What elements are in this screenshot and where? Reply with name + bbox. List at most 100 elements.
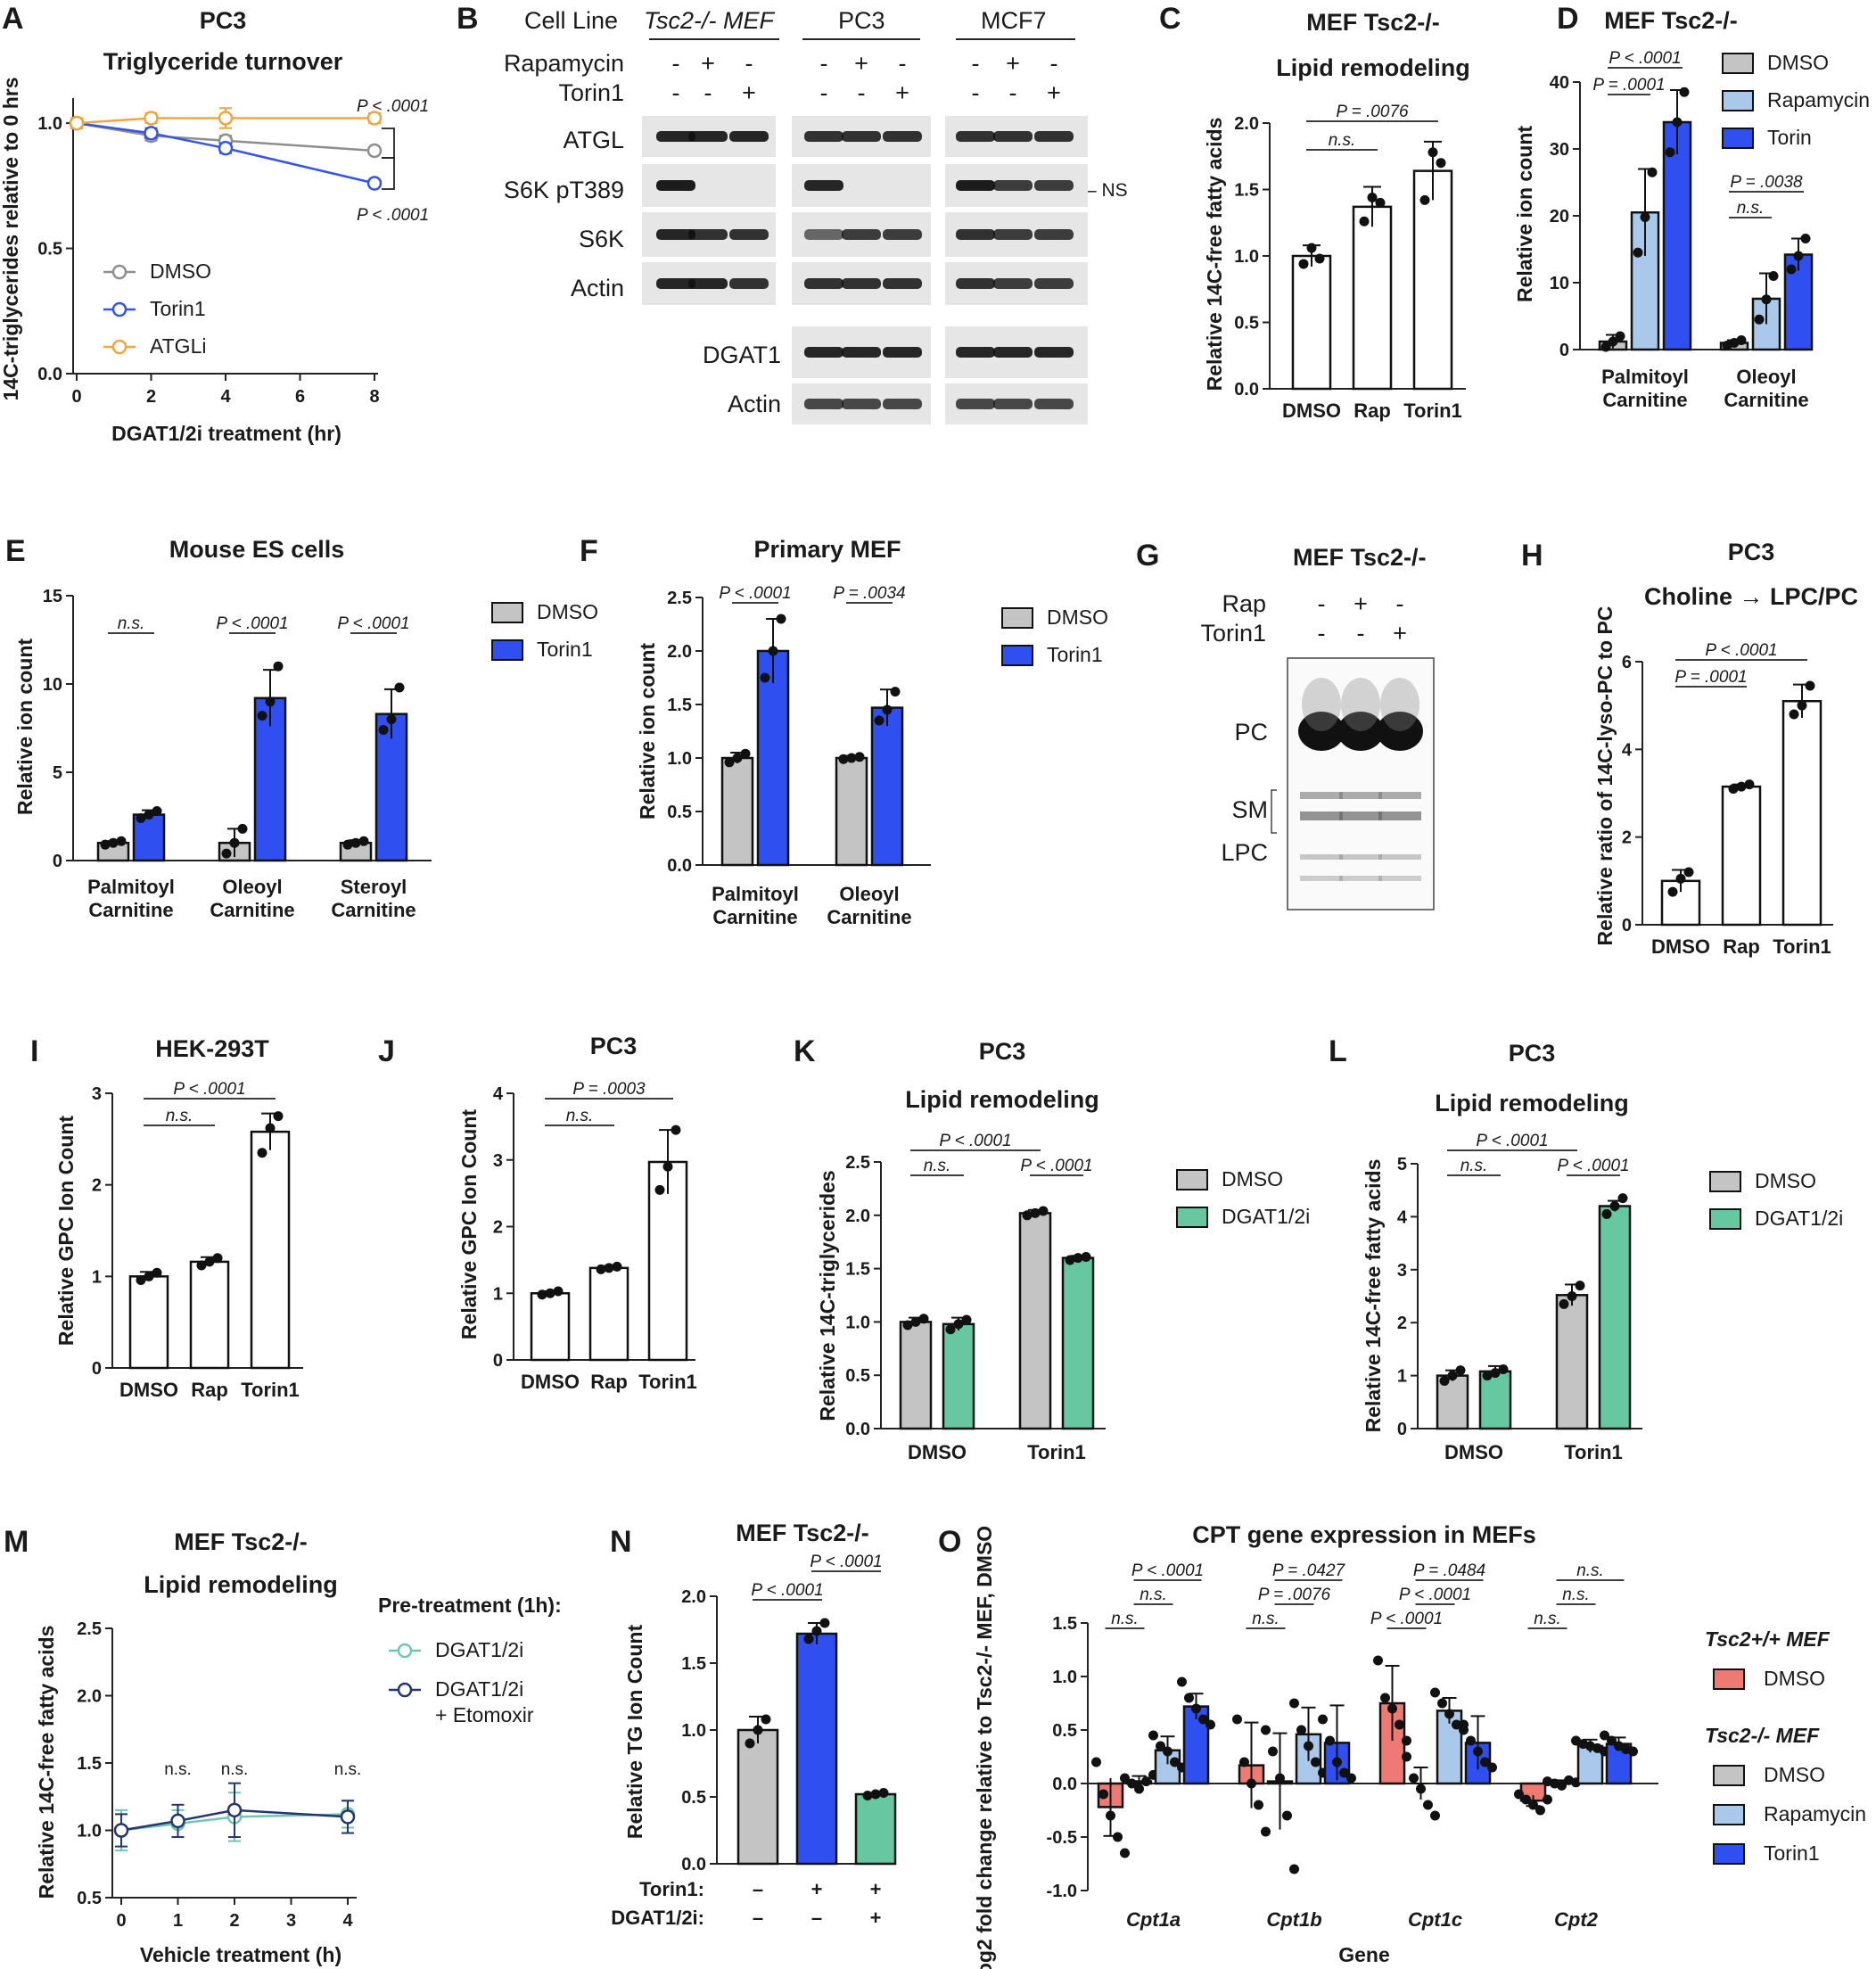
x-category-label-line: Palmitoyl: [87, 876, 175, 898]
bar: [1061, 1256, 1095, 1430]
data-point: [1268, 1746, 1278, 1757]
y-tick-label: 1.0: [845, 1313, 870, 1332]
data-point: [1608, 336, 1618, 347]
chart-subtitle: Lipid remodeling: [1276, 54, 1470, 81]
data-point: [1170, 1757, 1180, 1767]
data-point: [1127, 1778, 1137, 1789]
legend-marker: [111, 301, 128, 317]
significance-label: P < .0001: [357, 206, 429, 225]
panel-letter: C: [1159, 2, 1181, 36]
legend-label: Rapamycin: [1767, 88, 1870, 111]
x-category-label: Torin1: [1773, 935, 1831, 958]
x-tick-label: 6: [295, 387, 305, 407]
x-tick-label: 2: [229, 1911, 239, 1931]
treatment-mark: +: [1393, 620, 1407, 647]
data-point: [1439, 1376, 1450, 1387]
data-point: [1744, 779, 1755, 790]
data-point: [803, 1634, 814, 1644]
significance-label: P < .0001: [337, 614, 409, 633]
bar: [835, 756, 868, 867]
blot-strips: [642, 116, 1088, 424]
data-point: [1667, 886, 1678, 897]
significance-label: n.s.: [334, 1760, 362, 1779]
y-tick-label: 10: [43, 675, 62, 695]
bar: [588, 1266, 629, 1362]
panel-letter: B: [457, 2, 479, 36]
x-category-label-line: Oleoyl: [1736, 366, 1796, 388]
treatment-mark: -: [1396, 590, 1404, 617]
tlc-band: [1378, 876, 1421, 881]
data-point: [1134, 1784, 1144, 1794]
blot-band: [956, 131, 995, 142]
x-category-label: DMSO: [1282, 400, 1341, 422]
data-point: [1261, 1826, 1271, 1837]
blot-band: [656, 278, 695, 289]
chart-C: C MEF Tsc2-/- Lipid remodeling Relative 14C…: [1159, 2, 1470, 422]
x-category-label: Oleoyl Carnitine: [827, 883, 911, 928]
y-axis-label: Relative 14C-free fatty acids: [1203, 118, 1226, 391]
panel-letter: K: [794, 1034, 816, 1068]
chart-title: PC3: [1728, 539, 1775, 565]
y-tick-label: 20: [1550, 207, 1569, 227]
y-tick-label: 0.0: [37, 365, 62, 384]
chart-N: N MEF Tsc2-/- Relative TG Ion Count 0.0 0.5 1…: [610, 1520, 897, 1929]
data-point: [1601, 1208, 1612, 1219]
data-point: [1289, 1864, 1299, 1874]
legend-label: DMSO: [150, 260, 211, 283]
bar: [132, 813, 166, 862]
legend-swatch: [1713, 1804, 1745, 1825]
bar: [128, 1275, 169, 1370]
series-line: [76, 117, 374, 125]
x-category-label: Rap: [191, 1379, 228, 1401]
data-point: [1409, 1773, 1419, 1784]
data-point: [1683, 867, 1694, 877]
y-tick-label: 0: [53, 852, 62, 871]
data-point: [654, 1184, 665, 1195]
data-point: [1311, 1757, 1321, 1767]
panel-letter: H: [1521, 539, 1543, 573]
blot-band: [993, 399, 1033, 409]
legend-label: DGAT1/2i: [1222, 1205, 1310, 1228]
chart-A: A PC3 Triglyceride turnover 14C-triglycerid…: [0, 2, 429, 445]
panel-letter: E: [5, 534, 26, 568]
y-tick-label: 0.5: [681, 1788, 706, 1808]
chart-M: M MEF Tsc2-/- Lipid remodeling Relative 14C…: [4, 1525, 562, 1966]
data-point: [265, 1123, 276, 1133]
data-point: [1373, 1655, 1383, 1666]
data-point: [1665, 147, 1675, 158]
x-category-label-line: Oleoyl: [222, 876, 282, 898]
band-label: LPC: [1221, 839, 1268, 866]
bar: [1598, 1205, 1632, 1430]
data-point: [776, 614, 786, 624]
significance-label: P < .0001: [173, 1080, 245, 1099]
legend-swatch: [1722, 128, 1754, 149]
blot-band: [993, 131, 1033, 142]
significance-label: P < .0001: [751, 1581, 823, 1600]
chart-title: PC3: [979, 1038, 1026, 1065]
significance-label: P < .0001: [1370, 1610, 1443, 1628]
bar: [1291, 254, 1332, 391]
significance-label: n.s.: [164, 1760, 192, 1779]
treatment-mark: -: [704, 79, 712, 106]
y-tick-label: 3: [493, 1151, 503, 1171]
y-axis-label: Log2 fold change relative to Tsc2-/- MEF…: [973, 1526, 996, 1969]
data-point: [1402, 1735, 1411, 1746]
y-tick-label: 1.0: [1234, 247, 1259, 267]
blot-band: [1034, 347, 1074, 358]
data-point: [1647, 167, 1658, 177]
data-point: [1148, 1730, 1158, 1741]
data-point: [1332, 1757, 1342, 1767]
tlc-band: [1339, 876, 1382, 881]
x-tick-label: 8: [369, 387, 379, 407]
legend-label: Torin: [1767, 126, 1812, 149]
data-point: [1459, 1719, 1469, 1730]
y-tick-label: 0.5: [845, 1366, 870, 1386]
legend-label: DMSO: [1755, 1169, 1816, 1192]
y-tick-label: 2.0: [681, 1587, 706, 1607]
data-point: [1191, 1703, 1201, 1714]
data-point: [378, 724, 389, 735]
treatment-mark: -: [1009, 79, 1017, 106]
data-point: [1395, 1719, 1404, 1730]
y-tick-label: 0.0: [667, 856, 692, 876]
x-category-label-line: Carnitine: [712, 906, 797, 928]
